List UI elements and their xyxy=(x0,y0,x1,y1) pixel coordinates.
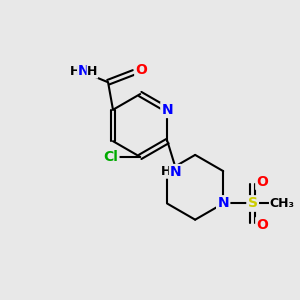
Text: N: N xyxy=(169,165,181,178)
Text: H: H xyxy=(70,65,80,78)
Text: CH₃: CH₃ xyxy=(270,197,295,210)
Text: Cl: Cl xyxy=(103,150,118,164)
Text: O: O xyxy=(256,175,268,189)
Text: N: N xyxy=(162,103,173,117)
Text: O: O xyxy=(136,64,147,77)
Text: N: N xyxy=(78,64,89,79)
Text: S: S xyxy=(248,196,258,211)
Text: H: H xyxy=(87,65,98,78)
Text: H: H xyxy=(161,165,172,178)
Text: O: O xyxy=(256,218,268,232)
Text: N: N xyxy=(218,196,229,211)
